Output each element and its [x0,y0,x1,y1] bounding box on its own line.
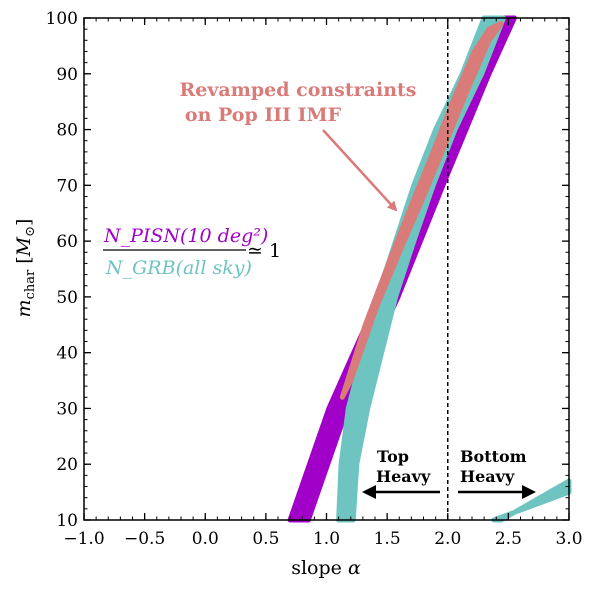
y-tick-label: 50 [56,288,78,308]
grb-band-2 [491,478,572,523]
x-tick-label: −1.0 [63,529,104,549]
y-tick-label: 40 [56,344,78,364]
bottom-heavy-line1: Bottom [460,447,527,466]
constraint-band-3 [339,21,504,400]
y-tick-label: 10 [56,511,78,531]
x-tick-label: 2.5 [495,529,522,549]
y-tick-label: 60 [56,232,78,252]
y-tick-label: 30 [56,399,78,419]
top-heavy-line1: Top [377,447,409,466]
x-axis-title: slope α [291,557,361,579]
ratio-denominator: N_GRB(all sky) [105,257,252,279]
y-tick-label: 100 [46,9,78,29]
constraint-arrow [322,129,398,212]
x-tick-label: 0.0 [192,529,219,549]
x-tick-label: 2.0 [434,529,461,549]
top-heavy-arrow [362,485,440,499]
x-tick-label: −0.5 [124,529,165,549]
y-tick-label: 70 [56,176,78,196]
ticks-layer: −1.0 −0.5 0.0 0.5 1.0 1.5 2.0 2.5 3.0 10 20 30 40 50 6… [46,9,583,549]
bands-layer [287,15,572,523]
y-tick-label: 20 [56,455,78,475]
constraint-label-line1: Revamped constraints [180,79,417,101]
ratio-value: ≃ 1 [247,240,281,262]
top-heavy-line2: Heavy [376,467,431,486]
constraint-label-line2: on Pop III IMF [185,104,342,126]
x-tick-label: 1.5 [374,529,401,549]
ratio-numerator: N_PISN(10 deg²) [103,225,268,247]
x-tick-label: 1.0 [313,529,340,549]
y-tick-label: 90 [56,65,78,85]
bottom-heavy-arrow [458,485,536,499]
y-axis-title: mchar [M⊙] [13,219,38,318]
x-tick-label: 0.5 [252,529,279,549]
y-tick-label: 80 [56,121,78,141]
plot-frame [83,17,570,521]
x-tick-label: 3.0 [555,529,582,549]
bottom-heavy-line2: Heavy [460,467,515,486]
